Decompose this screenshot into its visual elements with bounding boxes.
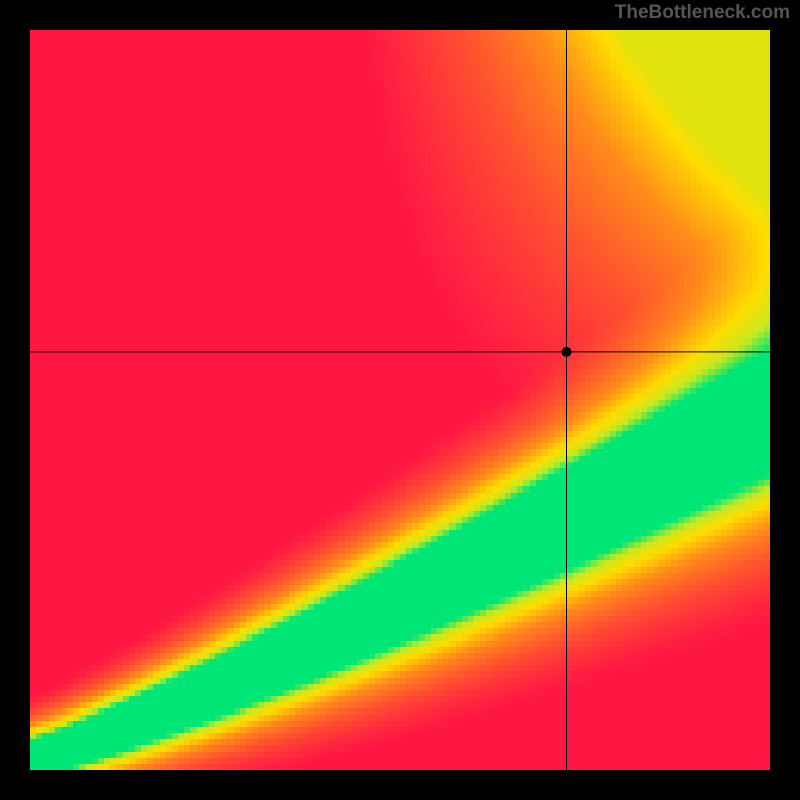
watermark-text: TheBottleneck.com xyxy=(615,2,790,24)
bottleneck-heatmap xyxy=(30,30,770,770)
heatmap-canvas xyxy=(30,30,770,770)
